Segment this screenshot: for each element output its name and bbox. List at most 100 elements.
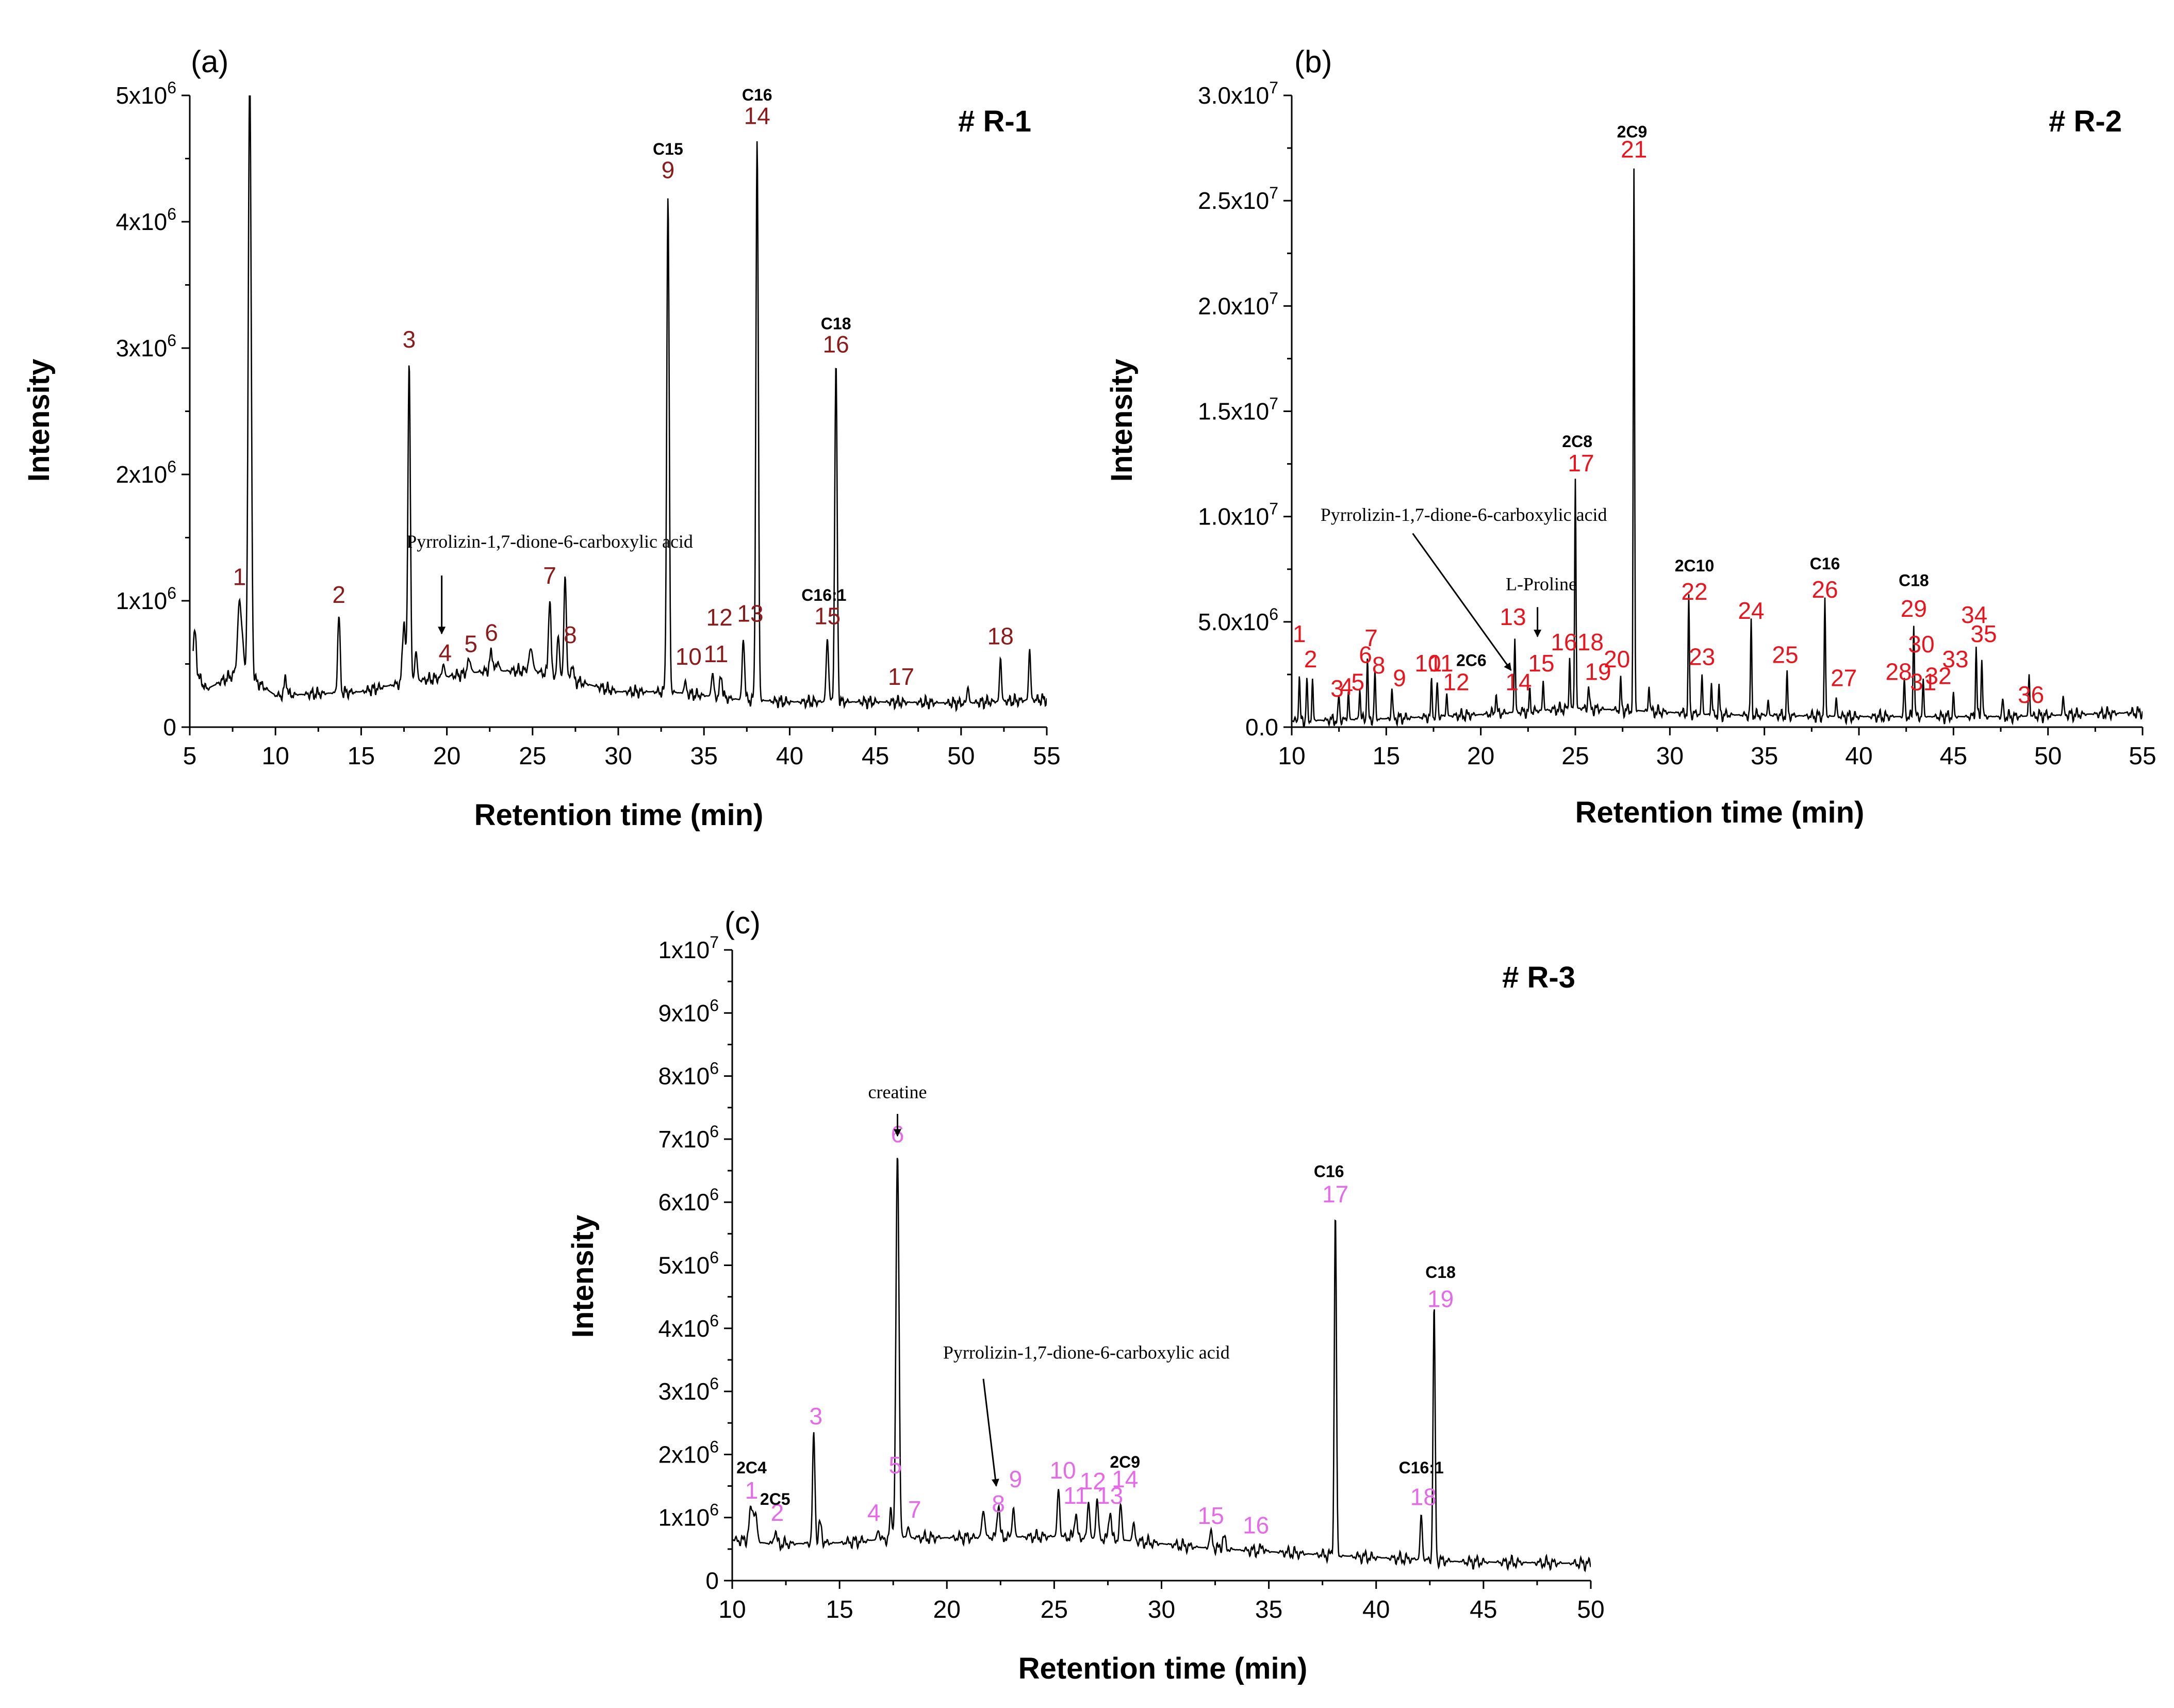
peak-label: 31 [1910,669,1936,696]
peak-label: 2 [771,1499,784,1526]
x-tick-label: 15 [826,1596,853,1623]
y-tick-label: 1x107 [658,933,719,963]
x-tick-label: 30 [1656,743,1684,770]
y-tick-exponent: 7 [1269,78,1278,97]
panel-c-plot: 10 15 20 25 30 35 40 45 5001x1062x1063x1064x1065… [658,933,1604,1623]
y-tick-mantissa: 1x10 [658,937,710,963]
y-tick-mantissa: 3x10 [116,335,167,362]
y-tick-label: 3x106 [658,1374,719,1405]
y-tick-label: 8x106 [658,1059,719,1090]
x-tick-label: 30 [604,743,632,770]
y-tick-label: 0 [705,1567,719,1594]
y-tick-mantissa: 1.5x10 [1198,398,1269,425]
y-tick-exponent: 6 [1269,605,1278,623]
peak-label: 13 [1500,603,1526,630]
panel-c-xlabel: Retention time (min) [1018,1652,1308,1685]
panel-a-label: (a) [191,44,228,79]
peak-label: 4 [1340,673,1354,700]
annotation-text: creatine [868,1081,927,1102]
x-tick-label: 40 [1845,743,1872,770]
peak-label: 5 [464,630,477,657]
peak-label: 10 [1414,650,1441,677]
peak-label: 16 [1243,1512,1269,1538]
x-tick-label: 45 [1470,1596,1497,1623]
compound-label: C16:1 [1399,1458,1444,1477]
x-tick-label: 50 [1577,1596,1604,1623]
y-tick-exponent: 6 [710,1374,719,1393]
y-tick-mantissa: 8x10 [658,1063,710,1090]
peak-label: 18 [1410,1483,1437,1510]
peak-label: 15 [814,602,841,629]
peak-label: 6 [1359,642,1372,668]
peak-label: 9 [1009,1466,1023,1492]
panel-b-label: (b) [1294,44,1332,79]
y-tick-mantissa: 6x10 [658,1189,710,1216]
panel-a-sample-title: # R-1 [958,105,1031,138]
peak-label: 17 [1568,450,1594,477]
y-tick-mantissa: 3x10 [658,1378,710,1405]
peak-label: 7 [908,1496,921,1523]
peak-label: 17 [1322,1180,1348,1207]
panel-c-label: (c) [724,906,761,940]
peak-label: 18 [1577,629,1604,655]
x-tick-label: 40 [1362,1596,1390,1623]
x-tick-label: 25 [1561,743,1589,770]
compound-label: 2C9 [1617,123,1648,141]
peak-label: 5 [889,1452,902,1479]
x-tick-label: 50 [947,743,975,770]
x-tick-label: 15 [348,743,375,770]
chromatogram-trace [1292,168,2143,727]
y-tick-label: 9x106 [658,996,719,1026]
peak-label: 22 [1681,578,1707,605]
y-tick-mantissa: 5x10 [116,82,167,109]
panel-a-ylabel: Intensity [22,359,56,482]
y-tick-exponent: 6 [710,1122,719,1141]
y-tick-label: 7x106 [658,1122,719,1153]
peak-label: 20 [1604,646,1630,672]
panel-b-xlabel: Retention time (min) [1575,796,1865,829]
y-tick-exponent: 7 [1269,289,1278,307]
x-tick-label: 10 [1278,743,1305,770]
x-tick-label: 20 [933,1596,961,1623]
y-tick-mantissa: 4x10 [658,1315,710,1342]
compound-label: C15 [653,140,683,158]
panel-a-xlabel: Retention time (min) [474,798,764,832]
x-tick-label: 55 [2129,743,2156,770]
y-tick-exponent: 6 [167,457,176,476]
peak-label: 1 [1293,620,1306,647]
y-tick-exponent: 7 [1269,395,1278,413]
peak-label: 16 [1551,629,1577,655]
y-tick-mantissa: 3.0x10 [1198,82,1269,109]
y-tick-label: 1.0x107 [1198,500,1278,530]
annotation-arrow [982,1378,999,1487]
peak-label: 8 [992,1490,1005,1517]
compound-label: C16 [1314,1162,1344,1180]
y-tick-exponent: 6 [167,78,176,97]
x-tick-label: 5 [183,743,197,770]
x-tick-label: 10 [262,743,289,770]
x-tick-label: 45 [1940,743,1967,770]
peak-label: 19 [1585,658,1611,685]
compound-label: 2C4 [736,1458,767,1477]
peak-label: 2 [1304,646,1317,672]
compound-label: 2C8 [1562,432,1592,451]
peak-label: 17 [888,663,914,690]
y-tick-mantissa: 2.5x10 [1198,187,1269,214]
y-tick-exponent: 6 [710,1059,719,1078]
annotation-arrow [1412,533,1512,671]
peak-label: 19 [1427,1285,1454,1312]
peak-label: 11 [1063,1482,1088,1509]
panel-c: (c) # R-3 Retention time (min) Intensity… [566,906,1605,1685]
y-tick-label: 2x106 [116,457,176,488]
y-tick-mantissa: 0 [705,1567,719,1594]
x-tick-label: 45 [862,743,889,770]
peak-label: 26 [1811,576,1838,603]
x-tick-label: 10 [718,1596,746,1623]
compound-label: C16 [742,86,772,104]
panel-b-plot: 10 15 20 25 30 35 40 45 50 550.05.0x1061.0x1071.5… [1198,78,2156,770]
y-tick-label: 6x106 [658,1185,719,1216]
x-tick-label: 20 [1467,743,1494,770]
y-tick-label: 1x106 [116,584,176,614]
peak-label: 10 [676,643,702,670]
